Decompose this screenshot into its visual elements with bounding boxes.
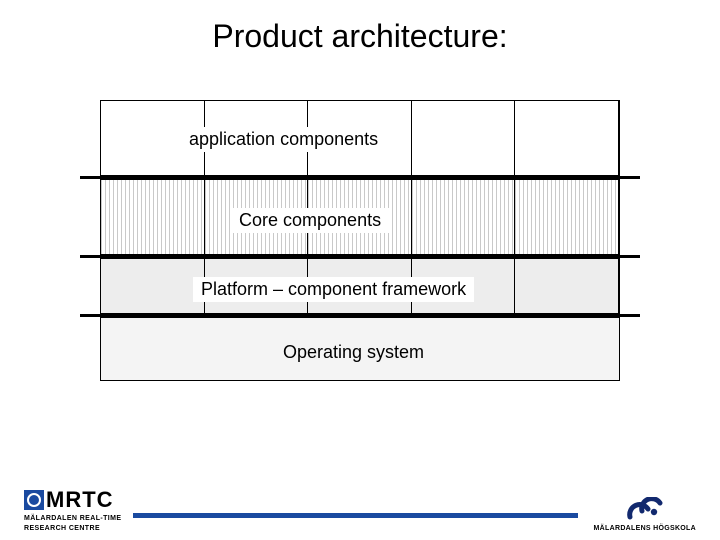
footer: MRTC MÄLARDALEN REAL-TIME RESEARCH CENTR… bbox=[0, 487, 720, 532]
mrtc-logo: MRTC MÄLARDALEN REAL-TIME RESEARCH CENTR… bbox=[24, 487, 121, 532]
layer-os-label: Operating system bbox=[275, 340, 432, 365]
architecture-diagram: application components Core components P… bbox=[100, 100, 620, 381]
layer-applications-label: application components bbox=[181, 127, 386, 152]
platform-col bbox=[101, 259, 205, 313]
mdh-mark-icon bbox=[624, 497, 666, 523]
layer-platform: Platform – component framework bbox=[100, 258, 620, 314]
mrtc-subtitle-2: RESEARCH CENTRE bbox=[24, 525, 100, 532]
mdh-logo: MÄLARDALENS HÖGSKOLA bbox=[594, 497, 696, 532]
mrtc-text: MRTC bbox=[46, 487, 114, 513]
mrtc-square-icon bbox=[24, 490, 44, 510]
layer-platform-label: Platform – component framework bbox=[193, 277, 474, 302]
platform-col bbox=[515, 259, 619, 313]
core-col bbox=[412, 180, 516, 254]
footer-rule bbox=[133, 513, 577, 518]
mdh-subtitle: MÄLARDALENS HÖGSKOLA bbox=[594, 525, 696, 532]
layer-os: Operating system bbox=[100, 317, 620, 381]
core-col bbox=[515, 180, 619, 254]
layer-applications: application components bbox=[100, 100, 620, 176]
layer-core-label: Core components bbox=[231, 208, 389, 233]
core-col bbox=[101, 180, 205, 254]
app-col bbox=[412, 101, 516, 175]
mrtc-subtitle-1: MÄLARDALEN REAL-TIME bbox=[24, 515, 121, 522]
mrtc-mark: MRTC bbox=[24, 487, 114, 513]
app-col bbox=[515, 101, 619, 175]
layer-core: Core components bbox=[100, 179, 620, 255]
page-title: Product architecture: bbox=[0, 0, 720, 65]
